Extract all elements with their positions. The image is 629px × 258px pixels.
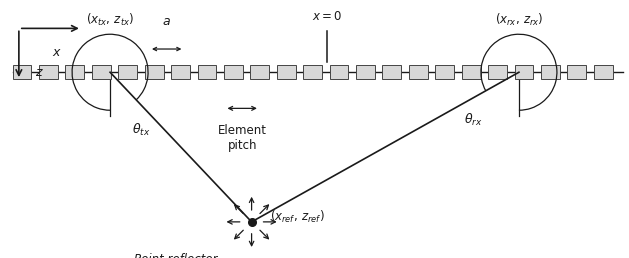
Bar — [515, 65, 533, 79]
Text: $\theta_{tx}$: $\theta_{tx}$ — [132, 122, 150, 138]
Text: $z$: $z$ — [35, 66, 43, 79]
Text: $\theta_{rx}$: $\theta_{rx}$ — [464, 112, 482, 128]
Text: $(x_{tx},\, z_{tx})$: $(x_{tx},\, z_{tx})$ — [86, 12, 134, 28]
Text: $(x_{ref},\, z_{ref})$: $(x_{ref},\, z_{ref})$ — [270, 209, 325, 225]
Text: $a$: $a$ — [162, 15, 171, 28]
Bar — [224, 65, 243, 79]
Text: Point reflector: Point reflector — [135, 253, 218, 258]
Bar — [488, 65, 507, 79]
Bar — [356, 65, 375, 79]
Bar — [277, 65, 296, 79]
Bar — [13, 65, 31, 79]
Text: $(x_{rx},\, z_{rx})$: $(x_{rx},\, z_{rx})$ — [494, 12, 543, 28]
Bar — [462, 65, 481, 79]
Bar — [171, 65, 190, 79]
Bar — [382, 65, 401, 79]
Bar — [409, 65, 428, 79]
Bar — [65, 65, 84, 79]
Bar — [567, 65, 586, 79]
Bar — [92, 65, 111, 79]
Bar — [198, 65, 216, 79]
Bar — [39, 65, 58, 79]
Bar — [435, 65, 454, 79]
Bar — [303, 65, 322, 79]
Text: Element
pitch: Element pitch — [218, 124, 267, 152]
Bar — [118, 65, 137, 79]
Bar — [541, 65, 560, 79]
Bar — [594, 65, 613, 79]
Bar — [145, 65, 164, 79]
Text: $x=0$: $x=0$ — [312, 10, 342, 23]
Text: $x$: $x$ — [52, 46, 62, 59]
Bar — [250, 65, 269, 79]
Bar — [330, 65, 348, 79]
